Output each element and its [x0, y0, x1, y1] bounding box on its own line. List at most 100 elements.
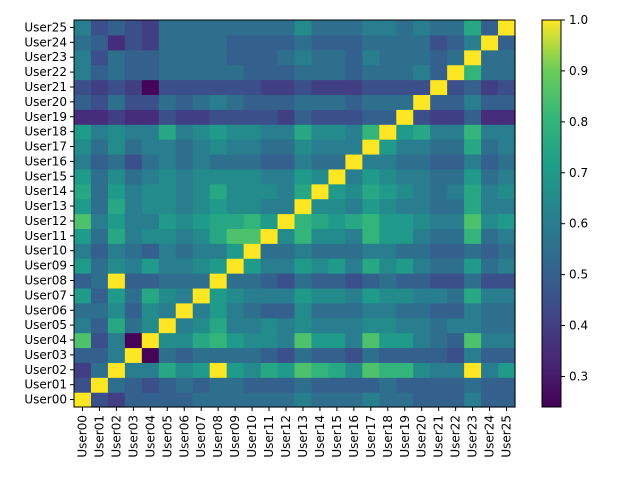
heatmap-cell	[277, 49, 296, 66]
heatmap-cell	[430, 287, 448, 304]
heatmap-cell	[481, 302, 499, 319]
heatmap-cell	[447, 273, 465, 289]
heatmap-cell	[243, 243, 262, 259]
heatmap-cell	[294, 94, 313, 110]
heatmap-cell	[107, 124, 126, 140]
y-tick-label: User08	[24, 273, 67, 287]
heatmap-cell	[175, 139, 194, 155]
heatmap-cell	[243, 332, 262, 349]
heatmap-cell	[107, 109, 126, 125]
heatmap-cell	[209, 228, 228, 244]
heatmap-cell	[396, 213, 414, 229]
heatmap-cell	[294, 153, 313, 170]
x-tick-label: User23	[466, 415, 480, 458]
y-tick-label: User24	[24, 35, 67, 49]
heatmap-cell	[362, 347, 380, 363]
heatmap-cell	[498, 302, 516, 319]
heatmap-cell	[430, 168, 448, 185]
heatmap-cell	[498, 183, 516, 200]
heatmap-cell	[243, 79, 262, 96]
heatmap-cell	[158, 213, 177, 229]
heatmap-cell	[328, 49, 346, 66]
heatmap-cell	[447, 124, 465, 140]
heatmap-cell	[243, 183, 262, 200]
heatmap-cell	[379, 94, 397, 110]
heatmap-cell	[107, 377, 126, 393]
heatmap-cell	[141, 377, 160, 393]
heatmap-cell	[243, 273, 262, 289]
heatmap-cell	[192, 228, 211, 244]
heatmap-cell	[243, 362, 262, 378]
heatmap-cell	[294, 213, 313, 229]
heatmap-cell	[396, 332, 414, 349]
heatmap-cell	[396, 124, 414, 140]
heatmap-cell	[141, 198, 160, 215]
heatmap-cell	[464, 243, 482, 259]
y-tick-label: User02	[24, 363, 67, 377]
heatmap-cell	[447, 79, 465, 96]
heatmap-cell	[260, 198, 279, 215]
heatmap-cell	[141, 153, 160, 170]
heatmap-cell	[192, 258, 211, 274]
heatmap-cell	[345, 79, 363, 96]
heatmap-cell	[226, 20, 245, 36]
heatmap-cell	[277, 258, 296, 274]
x-tick-label: User22	[449, 415, 463, 458]
heatmap-cell	[464, 302, 482, 319]
heatmap-cell	[90, 213, 109, 229]
heatmap-cell	[90, 377, 109, 393]
heatmap-cell	[396, 347, 414, 363]
heatmap-cell	[413, 287, 431, 304]
heatmap-cell	[464, 332, 482, 349]
heatmap-cell	[158, 332, 177, 349]
heatmap-cell	[209, 139, 228, 155]
heatmap-cell	[74, 362, 92, 378]
heatmap-cell	[413, 139, 431, 155]
heatmap-cell	[192, 213, 211, 229]
heatmap-cell	[430, 20, 448, 36]
heatmap-cell	[362, 183, 380, 200]
heatmap-cell	[243, 258, 262, 274]
heatmap-cell	[260, 20, 279, 36]
heatmap-cell	[158, 362, 177, 378]
heatmap-cell	[379, 20, 397, 36]
heatmap-cell	[74, 392, 92, 408]
heatmap-cell	[362, 332, 380, 349]
heatmap-cell	[345, 34, 363, 51]
heatmap-cell	[430, 183, 448, 200]
heatmap-cell	[311, 287, 330, 304]
heatmap-cell	[447, 168, 465, 185]
heatmap-cell	[413, 168, 431, 185]
heatmap-cell	[209, 273, 228, 289]
heatmap-cell	[447, 377, 465, 393]
heatmap-cell	[481, 228, 499, 244]
heatmap-cell	[396, 198, 414, 215]
heatmap-cell	[243, 302, 262, 319]
heatmap-cell	[124, 228, 143, 244]
heatmap-cell	[124, 168, 143, 185]
heatmap-cell	[379, 168, 397, 185]
heatmap-cell	[226, 153, 245, 170]
heatmap-cell	[243, 34, 262, 51]
heatmap-cell	[396, 317, 414, 334]
heatmap-cell	[209, 79, 228, 96]
heatmap-cell	[379, 139, 397, 155]
heatmap-cell	[209, 362, 228, 378]
heatmap-cell	[124, 258, 143, 274]
heatmap-cell	[260, 258, 279, 274]
heatmap-cell	[209, 124, 228, 140]
heatmap-cell	[158, 243, 177, 259]
heatmap-cell	[413, 109, 431, 125]
heatmap-cell	[345, 183, 363, 200]
heatmap-cell	[447, 392, 465, 408]
heatmap-cell	[175, 153, 194, 170]
heatmap-cell	[260, 49, 279, 66]
heatmap-cell	[481, 94, 499, 110]
heatmap-cell	[396, 153, 414, 170]
heatmap-cell	[413, 228, 431, 244]
heatmap-cell	[107, 302, 126, 319]
heatmap-cell	[90, 94, 109, 110]
heatmap-cell	[464, 183, 482, 200]
heatmap-cell	[141, 362, 160, 378]
